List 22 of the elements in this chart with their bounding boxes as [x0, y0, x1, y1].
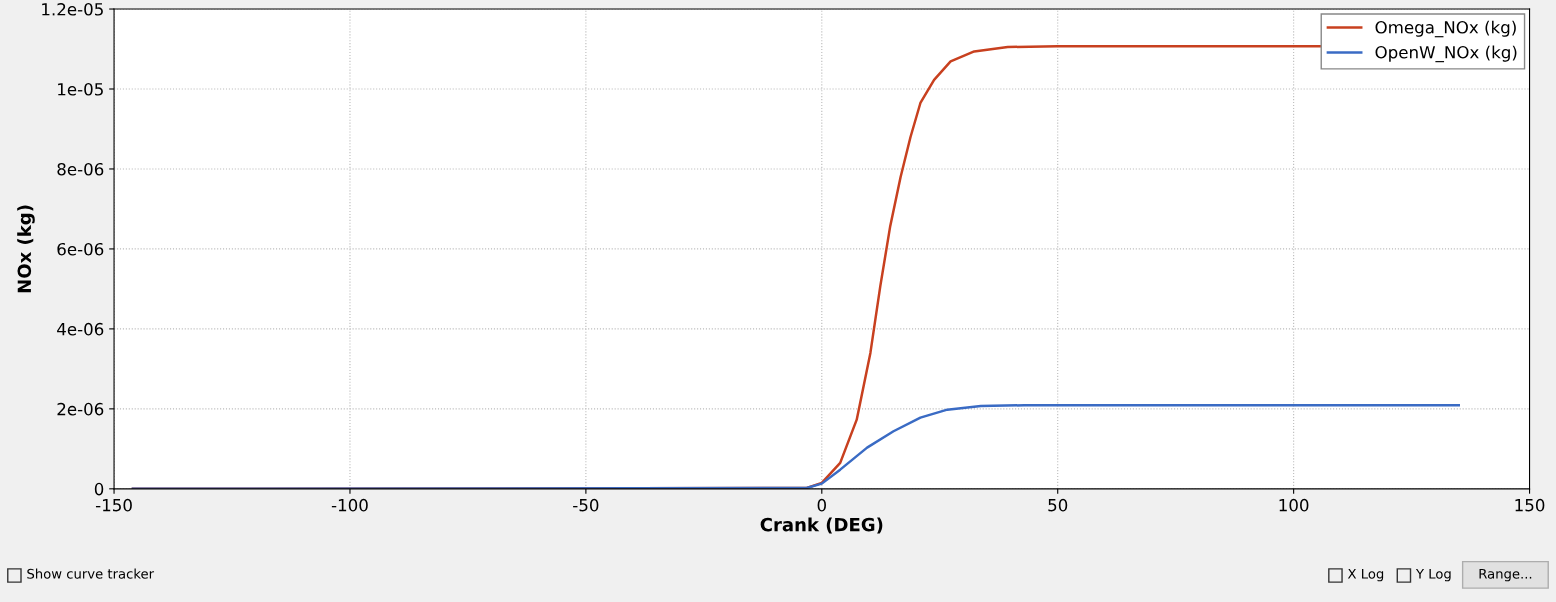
y-tick-label: 0 [94, 482, 104, 496]
x-tick-label: -100 [331, 498, 368, 512]
x-tick-label: 50 [1048, 498, 1068, 512]
y-axis-title: NOx (kg) [17, 205, 35, 293]
y-tick-label: 8e-06 [57, 162, 104, 176]
x-tick-label: -150 [95, 498, 132, 512]
legend-label: Omega_NOx (kg) [1375, 20, 1516, 38]
y-tick-label: 2e-06 [57, 402, 104, 416]
x-tick-label: 0 [817, 498, 826, 512]
text: Y Log [1415, 568, 1451, 582]
x-axis-title: Crank (DEG) [760, 517, 883, 534]
text: Show curve tracker [27, 568, 155, 579]
text: X Log [1347, 568, 1384, 582]
x-tick-label: 150 [1515, 498, 1545, 512]
x-tick-label: 100 [1279, 498, 1309, 512]
y-tick-label: 1.2e-05 [42, 2, 103, 16]
text: Range... [1479, 568, 1532, 582]
legend-label: OpenW_NOx (kg) [1375, 45, 1517, 63]
y-tick-label: 6e-06 [57, 242, 104, 256]
y-tick-label: 1e-05 [58, 82, 103, 96]
y-tick-label: 4e-06 [57, 322, 104, 336]
x-tick-label: -50 [573, 498, 599, 512]
